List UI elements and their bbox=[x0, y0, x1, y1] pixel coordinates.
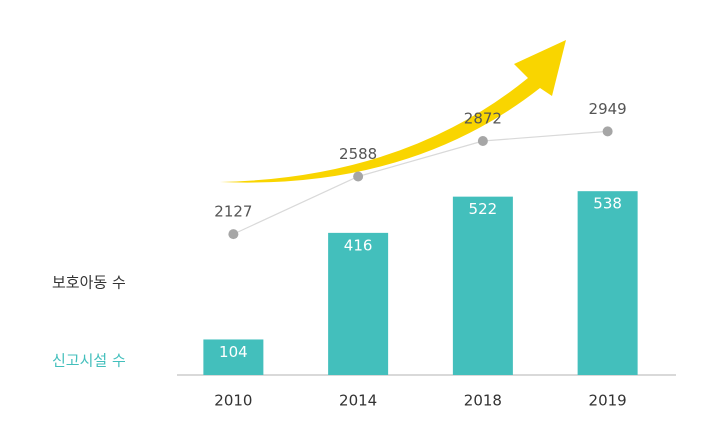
point-value-label: 2949 bbox=[589, 100, 627, 118]
x-tick-label: 2019 bbox=[589, 392, 627, 410]
line-point bbox=[477, 136, 488, 146]
line-point bbox=[353, 171, 364, 182]
x-tick-label: 2014 bbox=[339, 392, 377, 410]
bar bbox=[452, 196, 513, 375]
bar-value-label: 104 bbox=[219, 343, 248, 361]
bar-value-label: 538 bbox=[593, 195, 622, 213]
bar bbox=[577, 191, 638, 375]
point-value-label: 2588 bbox=[339, 145, 377, 163]
point-value-label: 2127 bbox=[214, 203, 252, 221]
bar bbox=[328, 232, 389, 375]
line bbox=[233, 130, 608, 235]
line-point bbox=[228, 229, 239, 240]
trend-arrow bbox=[220, 40, 566, 183]
bar bbox=[203, 339, 264, 375]
bar-value-label: 522 bbox=[469, 200, 498, 218]
x-tick-label: 2010 bbox=[214, 392, 252, 410]
point-value-label: 2872 bbox=[464, 110, 502, 128]
legend-label: 신고시설 수 bbox=[52, 352, 126, 370]
legend-label: 보호아동 수 bbox=[52, 274, 126, 292]
bar-value-label: 416 bbox=[344, 236, 373, 254]
x-tick-label: 2018 bbox=[464, 392, 502, 410]
line-point bbox=[602, 126, 613, 137]
